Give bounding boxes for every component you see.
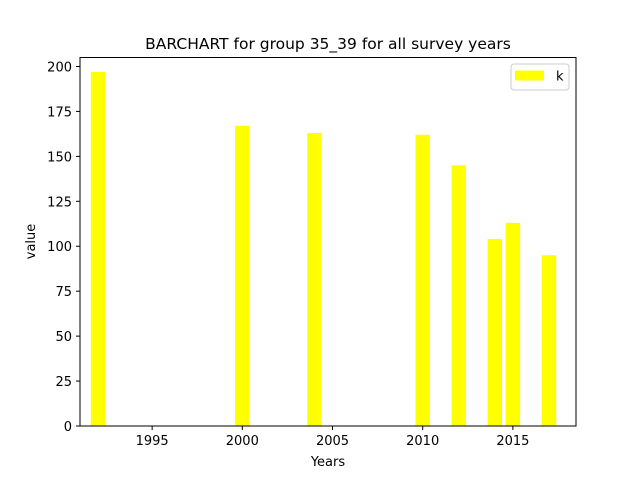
bar-2004 <box>307 132 322 426</box>
bar-2010 <box>415 134 430 427</box>
bar-2000 <box>235 125 250 427</box>
legend-label: k <box>556 70 564 85</box>
x-tick-label: 2015 <box>496 434 529 449</box>
y-tick-label: 25 <box>55 375 72 390</box>
x-tick-label: 2005 <box>316 434 349 449</box>
y-tick-label: 0 <box>64 420 72 435</box>
x-tick-label: 1995 <box>136 434 169 449</box>
y-tick-label: 125 <box>47 195 72 210</box>
bar-2012 <box>451 165 466 427</box>
legend: k <box>510 63 570 91</box>
bar-2014 <box>487 239 503 426</box>
x-axis-ticks: 1995 2000 2005 2010 2015 <box>136 426 529 449</box>
plot-frame <box>79 57 577 427</box>
bar-1992 <box>90 71 106 426</box>
bar-2015 <box>505 222 521 426</box>
x-tick-label: 2000 <box>226 434 259 449</box>
bars-group <box>90 71 557 427</box>
y-axis-label: value <box>24 224 39 260</box>
bar-2017 <box>541 255 557 426</box>
y-tick-label: 75 <box>55 285 72 300</box>
legend-swatch <box>515 70 544 81</box>
x-tick-label: 2010 <box>406 434 439 449</box>
y-tick-label: 100 <box>47 240 72 255</box>
y-tick-label: 50 <box>55 330 72 345</box>
x-axis-label: Years <box>310 455 346 470</box>
y-tick-label: 200 <box>47 60 72 75</box>
y-tick-label: 150 <box>47 150 72 165</box>
y-tick-label: 175 <box>47 105 72 120</box>
chart-title: BARCHART for group 35_39 for all survey … <box>145 35 511 54</box>
y-axis-ticks: 0 25 50 75 100 125 150 175 200 <box>47 60 80 435</box>
